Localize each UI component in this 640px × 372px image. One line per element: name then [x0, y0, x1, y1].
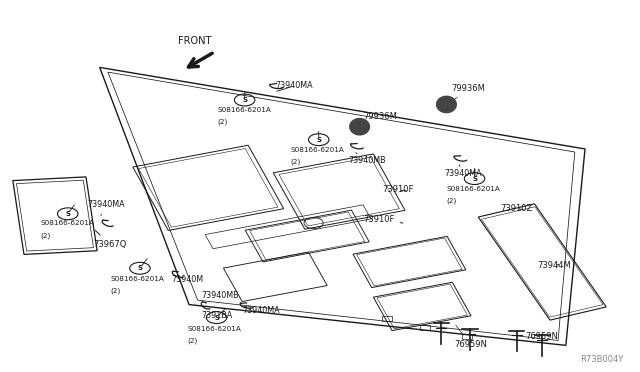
Text: 73910Z: 73910Z — [500, 204, 532, 213]
Text: S08166-6201A: S08166-6201A — [447, 186, 500, 192]
Text: S08166-6201A: S08166-6201A — [187, 326, 241, 332]
Text: 73940MB: 73940MB — [349, 153, 387, 165]
Text: S08166-6201A: S08166-6201A — [218, 107, 272, 113]
Bar — [462, 334, 472, 339]
Text: (2): (2) — [40, 232, 51, 239]
Text: 73967Q: 73967Q — [93, 231, 127, 249]
Bar — [420, 325, 431, 330]
Text: 73940MA: 73940MA — [445, 165, 482, 178]
Text: 73940MB: 73940MB — [202, 291, 239, 300]
Text: S: S — [472, 176, 477, 182]
Text: (2): (2) — [111, 288, 121, 294]
Polygon shape — [436, 96, 456, 113]
Text: S08166-6201A: S08166-6201A — [40, 221, 94, 227]
Text: S: S — [242, 97, 247, 103]
Text: 73940MA: 73940MA — [275, 81, 313, 92]
Text: S: S — [316, 137, 321, 143]
Text: 76959N: 76959N — [525, 331, 559, 341]
Text: S08166-6201A: S08166-6201A — [291, 147, 344, 153]
Polygon shape — [350, 119, 369, 135]
Text: (2): (2) — [291, 158, 301, 165]
Text: S: S — [214, 315, 219, 321]
Text: 79936M: 79936M — [449, 84, 484, 105]
Text: 73944M: 73944M — [537, 261, 571, 270]
Text: S: S — [138, 265, 143, 271]
Text: (2): (2) — [218, 119, 228, 125]
Text: 73940MA: 73940MA — [87, 200, 125, 216]
Bar — [382, 316, 392, 321]
Text: 76959N: 76959N — [454, 326, 487, 349]
Text: FRONT: FRONT — [177, 36, 211, 46]
Text: S: S — [65, 211, 70, 217]
Text: 73940MA: 73940MA — [240, 303, 280, 315]
Text: 79936M: 79936M — [362, 112, 397, 127]
Text: (2): (2) — [187, 338, 197, 344]
Text: 73940M: 73940M — [172, 272, 204, 284]
Text: (2): (2) — [447, 198, 457, 204]
Text: 73910F: 73910F — [383, 185, 414, 194]
Text: S08166-6201A: S08166-6201A — [111, 276, 164, 282]
Text: 73910F: 73910F — [364, 215, 403, 224]
Text: 7391BA: 7391BA — [202, 311, 233, 320]
Text: R73B004Y: R73B004Y — [580, 355, 623, 364]
